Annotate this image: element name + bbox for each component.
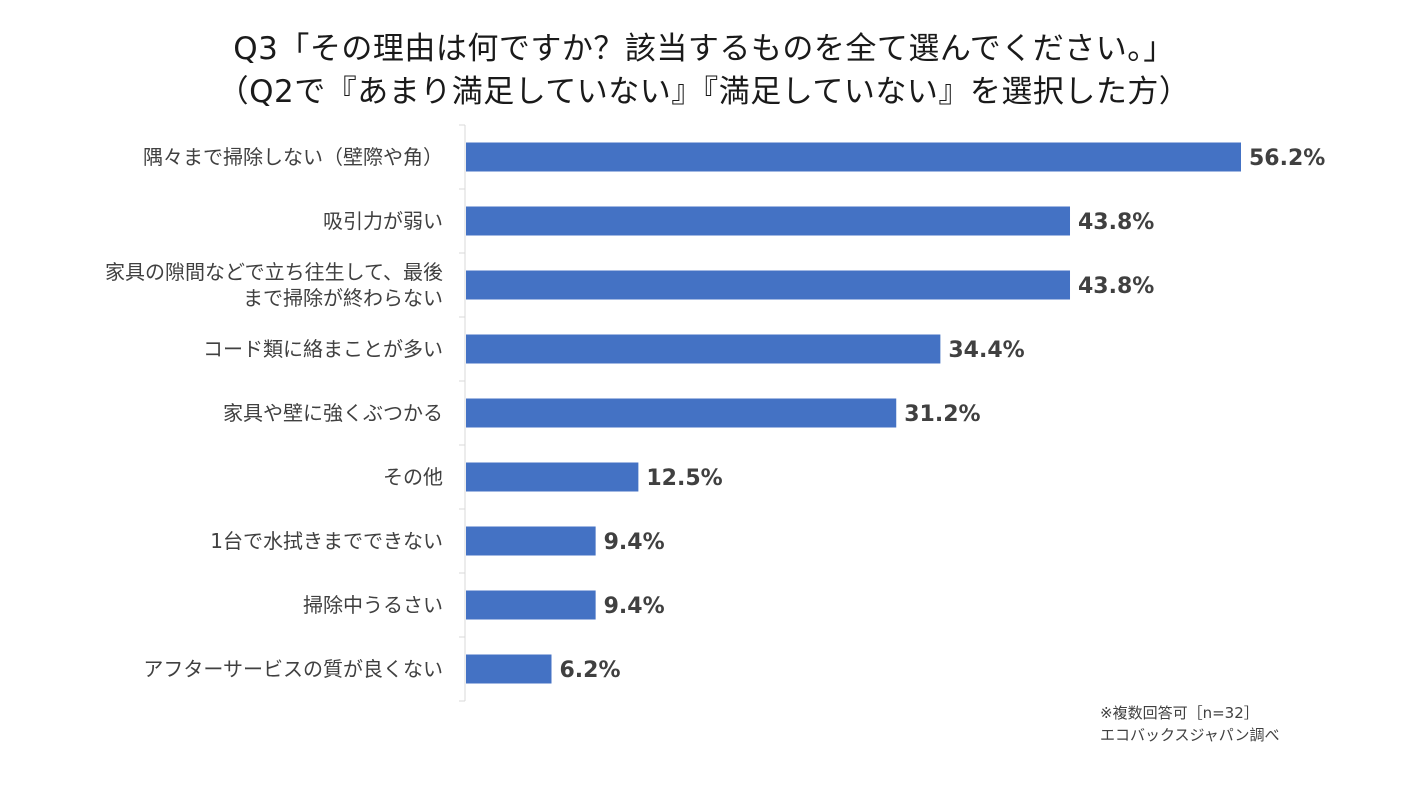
source-note: エコバックスジャパン調べ [1100, 726, 1280, 744]
category-label: 家具や壁に強くぶつかる [223, 401, 443, 425]
value-label: 9.4% [604, 530, 665, 555]
bar [466, 462, 639, 492]
value-label: 6.2% [559, 658, 620, 683]
bar [466, 270, 1071, 300]
value-label: 43.8% [1078, 274, 1154, 299]
value-label: 9.4% [604, 594, 665, 619]
bar [466, 526, 596, 556]
bar [466, 654, 552, 684]
chart-title-line-1: Q3「その理由は何ですか？該当するものを全て選んでください。」 [233, 31, 1175, 67]
category-label: コード類に絡まことが多い [203, 337, 443, 361]
chart-notes: ※複数回答可［n=32］ エコバックスジャパン調べ [1100, 702, 1280, 746]
value-label: 43.8% [1078, 210, 1154, 235]
value-label: 12.5% [646, 466, 722, 491]
category-label: アフターサービスの質が良くない [143, 657, 443, 681]
bar [466, 142, 1241, 172]
category-label: 吸引力が弱い [323, 209, 443, 233]
category-label: 1台で水拭きまでできない [210, 529, 443, 553]
category-label: まで掃除が終わらない [243, 286, 443, 310]
sample-size-note: ※複数回答可［n=32］ [1100, 704, 1259, 722]
chart-title-line-2: （Q2で『あまり満足していない』『満足していない』を選択した方） [217, 74, 1191, 110]
chart-title: Q3「その理由は何ですか？該当するものを全て選んでください。」 （Q2で『あまり… [0, 28, 1408, 114]
value-label: 34.4% [948, 338, 1024, 363]
bar [466, 206, 1071, 236]
bar [466, 590, 596, 620]
category-label: 家具の隙間などで立ち往生して、最後 [105, 260, 443, 284]
value-label: 56.2% [1249, 146, 1325, 171]
value-label: 31.2% [904, 402, 980, 427]
category-label: 隅々まで掃除しない（壁際や角） [143, 145, 443, 169]
bar [466, 334, 941, 364]
bar [466, 398, 897, 428]
category-label: 掃除中うるさい [303, 593, 443, 617]
category-label: その他 [383, 465, 443, 489]
